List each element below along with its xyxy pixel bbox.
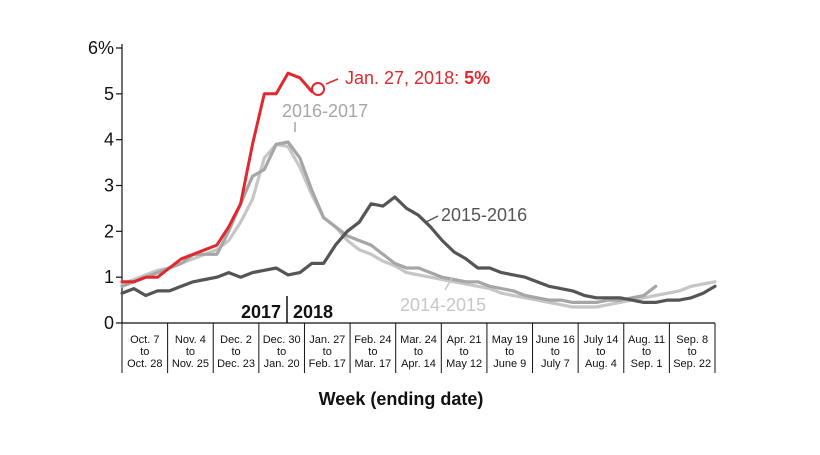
x-tick-label: Dec. 23: [217, 358, 255, 370]
x-tick-label: Dec. 2: [220, 334, 252, 346]
x-tick-label: June 16: [536, 334, 575, 346]
series-line-2014-2015: [120, 142, 717, 309]
x-tick-label: to: [460, 346, 469, 358]
peak-2018-prefix: Jan. 27, 2018:: [345, 68, 464, 88]
peak-2018-marker: [311, 82, 325, 96]
x-tick-label: to: [414, 346, 423, 358]
x-tick-label: Feb. 17: [309, 358, 346, 370]
leader-2014-2015: [444, 277, 453, 291]
x-tick-label: to: [186, 346, 195, 358]
year-label-2018: 2018: [293, 302, 333, 322]
series-line-2016-2017: [120, 140, 658, 304]
leader-2015-2016: [425, 215, 439, 223]
x-tick-label: July 7: [541, 358, 570, 370]
x-tick-label: Mar. 24: [400, 334, 437, 346]
peak-2018-value: 5%: [464, 68, 490, 88]
x-tick-label: to: [688, 346, 697, 358]
year-label-2017: 2017: [241, 302, 281, 322]
x-tick-label: to: [505, 346, 514, 358]
x-tick-label: to: [596, 346, 605, 358]
x-tick-label: to: [368, 346, 377, 358]
y-tick-label: 6%: [88, 38, 114, 58]
y-axis: 0 1 2 3 4 5 6%: [88, 38, 123, 333]
y-tick-label: 2: [104, 221, 114, 241]
x-axis-label: Week (ending date): [319, 389, 484, 409]
label-2016-2017: 2016-2017: [282, 101, 368, 121]
x-tick-label: to: [277, 346, 286, 358]
y-tick-label: 3: [104, 176, 114, 196]
x-tick-label: Oct. 7: [130, 334, 159, 346]
x-tick-label: Sep. 22: [673, 358, 711, 370]
y-tick-label: 4: [104, 130, 114, 150]
x-tick-label: Mar. 17: [355, 358, 392, 370]
x-tick-label: Jan. 27: [309, 334, 345, 346]
x-tick-label: to: [323, 346, 332, 358]
y-tick-label: 0: [104, 313, 114, 333]
x-tick-label: June 9: [493, 358, 526, 370]
x-tick-label: to: [140, 346, 149, 358]
x-tick-label: Apr. 14: [401, 358, 436, 370]
x-tick-label: Sep. 8: [676, 334, 708, 346]
series-line-2017-2018: [120, 71, 314, 284]
x-tick-label: Sep. 1: [631, 358, 663, 370]
x-tick-label: Apr. 21: [447, 334, 482, 346]
x-tick-label: Feb. 24: [354, 334, 391, 346]
series-line-2015-2016: [120, 195, 717, 304]
y-tick-label: 1: [104, 267, 114, 287]
x-tick-label: to: [551, 346, 560, 358]
x-tick-label: Aug. 4: [585, 358, 617, 370]
peak-2018-annotation: Jan. 27, 2018: 5%: [345, 68, 490, 88]
x-tick-label: July 14: [584, 334, 619, 346]
x-tick-label: to: [642, 346, 651, 358]
x-tick-label: Aug. 11: [628, 334, 665, 346]
x-tick-label: Jan. 20: [264, 358, 300, 370]
y-tick-label: 5: [104, 84, 114, 104]
series-lines: [120, 71, 717, 309]
x-tick-label: Nov. 25: [172, 358, 209, 370]
x-tick-label: May 19: [492, 334, 528, 346]
x-tick-label: Nov. 4: [175, 334, 206, 346]
x-tick-label: Dec. 30: [263, 334, 301, 346]
label-2014-2015: 2014-2015: [400, 295, 486, 315]
peak-2018-leader: [325, 78, 339, 85]
label-2015-2016: 2015-2016: [441, 205, 527, 225]
x-tick-label: to: [231, 346, 240, 358]
x-tick-label: Oct. 28: [127, 358, 162, 370]
x-tick-label: May 12: [446, 358, 482, 370]
